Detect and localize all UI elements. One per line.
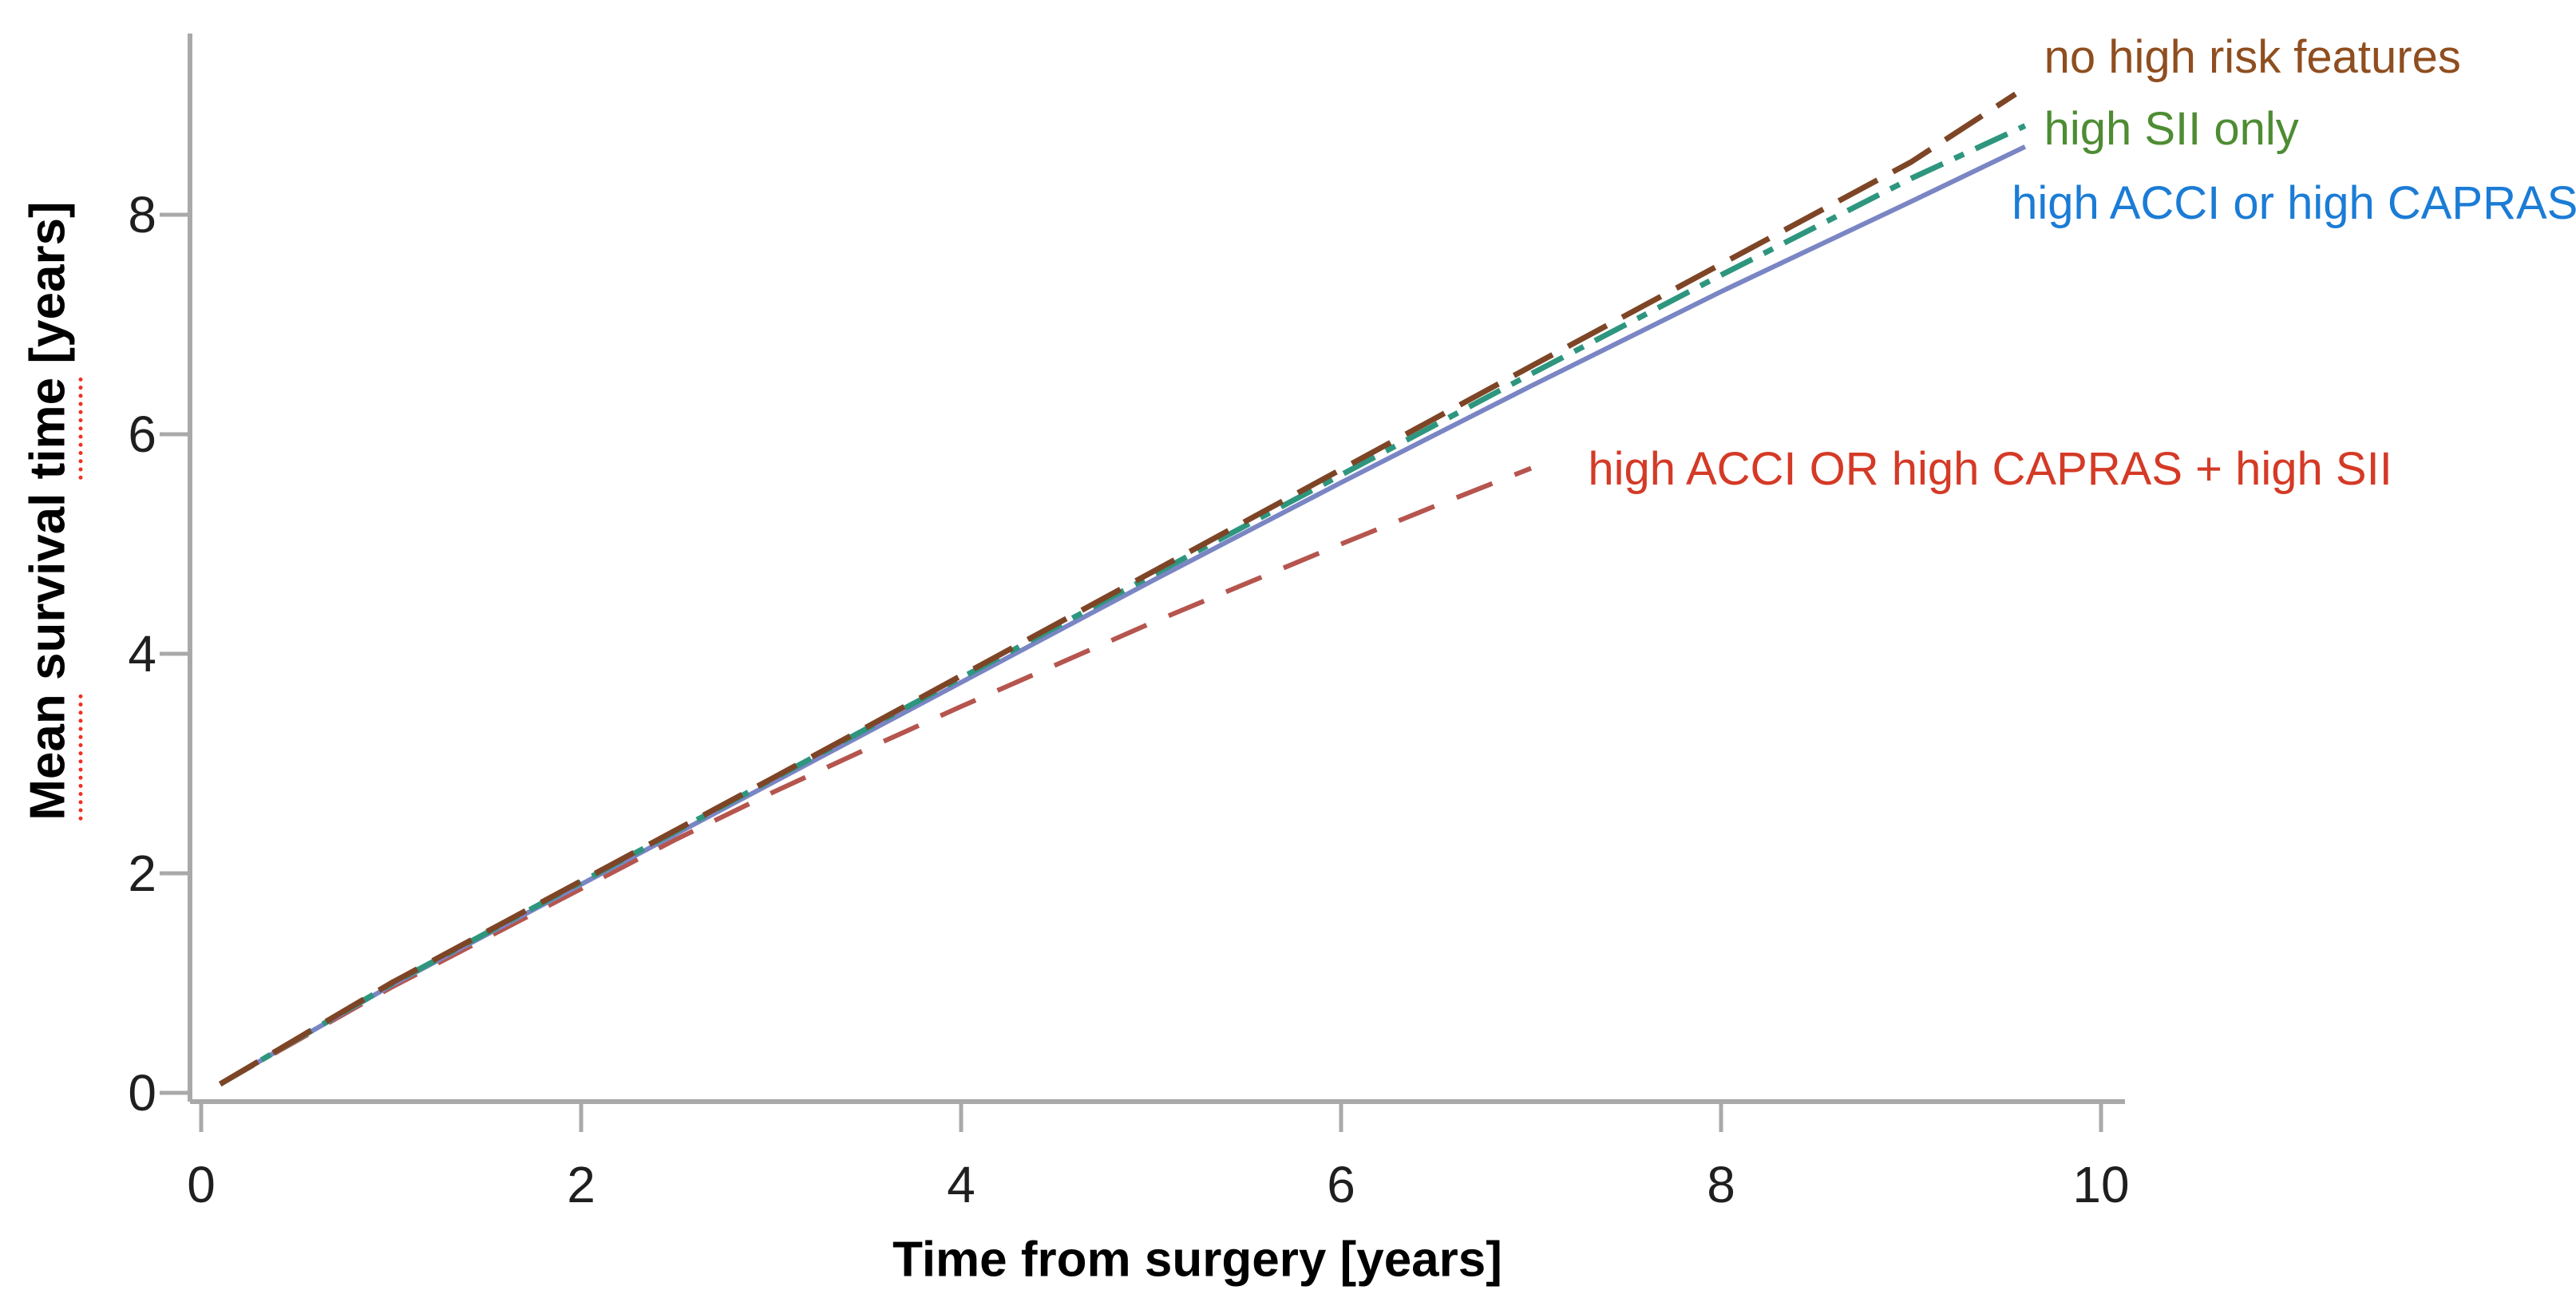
x-tick-label: 4 (947, 1156, 975, 1213)
y-tick-label: 0 (128, 1064, 156, 1122)
x-axis-title: Time from surgery [years] (892, 1232, 1502, 1288)
x-tick-label: 0 (187, 1156, 216, 1213)
y-axis-title-word: Mean (20, 694, 83, 821)
series-line-high-acci-or-high-capras (219, 144, 2027, 1086)
y-tick-label: 6 (128, 406, 156, 463)
series-label-high-acci-or-high-capras: high ACCI or high CAPRAS (2012, 177, 2576, 230)
x-tick-label: 6 (1327, 1156, 1355, 1213)
y-axis-title-word: survival (20, 493, 76, 680)
series-line-high-sii-only (219, 123, 2027, 1087)
series-line-no-high-risk-features (219, 91, 2017, 1087)
series-label-high-acci-or-high-capras-plus-high-sii: high ACCI OR high CAPRAS + high SII (1588, 443, 2392, 496)
series-line-high-acci-or-high-capras-high-sii (219, 465, 1533, 1086)
x-tick-label: 8 (1707, 1156, 1735, 1213)
x-tick-label: 2 (567, 1156, 596, 1213)
series-label-no-high-risk-features: no high risk features (2044, 31, 2461, 84)
x-tick-label: 10 (2072, 1156, 2129, 1213)
y-axis-title-word: time (20, 377, 83, 480)
y-axis-title-word: [years] (20, 201, 76, 364)
y-axis-title: Mean survival time [years] (20, 201, 83, 821)
y-tick-label: 2 (128, 845, 156, 902)
y-tick-label: 8 (128, 186, 156, 243)
y-tick-label: 4 (128, 625, 156, 683)
series-label-high-sii-only: high SII only (2044, 102, 2299, 155)
